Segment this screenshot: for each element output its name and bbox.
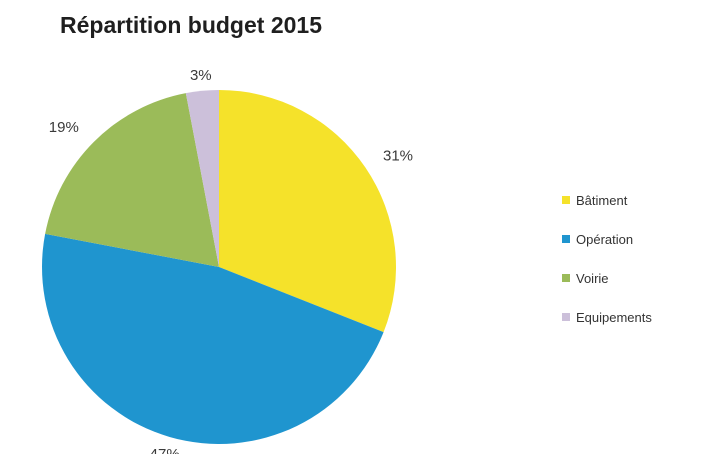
legend-label-batiment: Bâtiment bbox=[576, 192, 628, 208]
pie-slices bbox=[42, 90, 397, 444]
legend-label-voirie: Voirie bbox=[576, 270, 609, 286]
pie-slice-voirie bbox=[45, 93, 219, 267]
legend-label-equipements: Equipements bbox=[576, 309, 652, 325]
legend-swatch-operation bbox=[562, 235, 570, 243]
pie-label-equipements: 3% bbox=[190, 67, 212, 84]
legend-item-operation: Opération bbox=[562, 229, 652, 249]
pie-label-voirie: 19% bbox=[49, 119, 79, 136]
legend-item-voirie: Voirie bbox=[562, 268, 652, 288]
pie-slice-batiment bbox=[219, 90, 397, 333]
legend-swatch-batiment bbox=[562, 196, 570, 204]
legend-item-equipements: Equipements bbox=[562, 307, 652, 327]
legend-swatch-voirie bbox=[562, 274, 570, 282]
legend-item-batiment: Bâtiment bbox=[562, 190, 652, 210]
pie-labels: 31% 47% 19% 3% bbox=[49, 67, 413, 454]
chart-title: Répartition budget 2015 bbox=[60, 12, 322, 38]
legend-label-operation: Opération bbox=[576, 231, 634, 247]
pie-label-batiment: 31% bbox=[383, 148, 413, 165]
pie-slice-operation bbox=[42, 233, 384, 444]
pie-slice-equipements bbox=[185, 90, 219, 267]
legend-swatch-equipements bbox=[562, 313, 570, 321]
legend: Bâtiment Opération Voirie Equipements bbox=[562, 190, 652, 346]
pie-label-operation: 47% bbox=[150, 446, 180, 454]
